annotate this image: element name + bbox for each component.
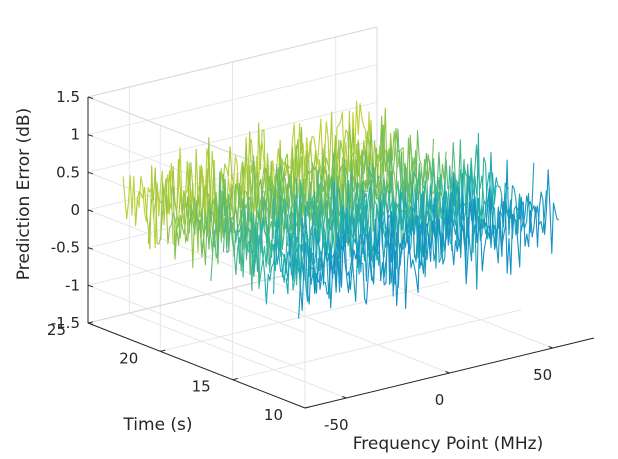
x-tick-label: -50 [324, 416, 349, 434]
series-line [298, 159, 547, 319]
z-tick-mark [87, 284, 94, 288]
x-tick-mark [445, 371, 450, 374]
y-tick-mark [160, 349, 166, 352]
grid-line-z-left [87, 247, 306, 334]
z-tick-label: -1 [65, 276, 80, 294]
y-tick-label: 25 [47, 321, 66, 339]
z-tick-mark [87, 171, 94, 175]
z-axis-label: Prediction Error (dB) [14, 108, 34, 280]
box-edge [87, 26, 378, 98]
z-tick-mark [87, 96, 94, 99]
grid-line-x-floor [232, 287, 450, 374]
x-axis-label: Frequency Point (MHz) [353, 434, 543, 454]
y-axis-line [87, 322, 306, 409]
data-series [122, 100, 560, 319]
y-axis-label: Time (s) [122, 415, 192, 435]
y-tick-mark [232, 378, 238, 381]
y-tick-label: 15 [192, 378, 211, 396]
z-tick-mark [87, 134, 94, 137]
x-tick-label: 50 [533, 366, 552, 384]
z-tick-label: 1.5 [56, 88, 80, 106]
z-tick-mark [87, 209, 94, 212]
x-tick-label: 0 [435, 391, 445, 409]
grid-line-z-left [87, 209, 306, 296]
z-tick-mark [87, 322, 94, 325]
z-tick-label: -0.5 [51, 239, 80, 257]
grid-line-y-floor [160, 280, 450, 352]
z-tick-label: 0.5 [56, 163, 80, 181]
x-tick-mark [548, 346, 553, 349]
grid-line-x-floor [129, 312, 347, 399]
series-line [311, 169, 560, 310]
y-tick-label: 10 [264, 406, 283, 424]
axes [87, 96, 595, 409]
series-line [222, 139, 472, 292]
y-tick-mark [304, 406, 311, 409]
tick-labels: -50 0 50 10 15 20 25-1.5 -1 -0.5 0 0.5 1 1.5 [47, 88, 552, 434]
x-tick-mark [342, 396, 347, 399]
z-tick-mark [87, 247, 94, 250]
grid-line-z-left [87, 284, 306, 371]
z-tick-label: 1 [70, 126, 80, 144]
z-tick-label: 0 [70, 201, 80, 219]
y-tick-label: 20 [119, 349, 138, 367]
grid-line-y-floor [232, 309, 522, 381]
z-tick-label: -1.5 [51, 314, 80, 332]
